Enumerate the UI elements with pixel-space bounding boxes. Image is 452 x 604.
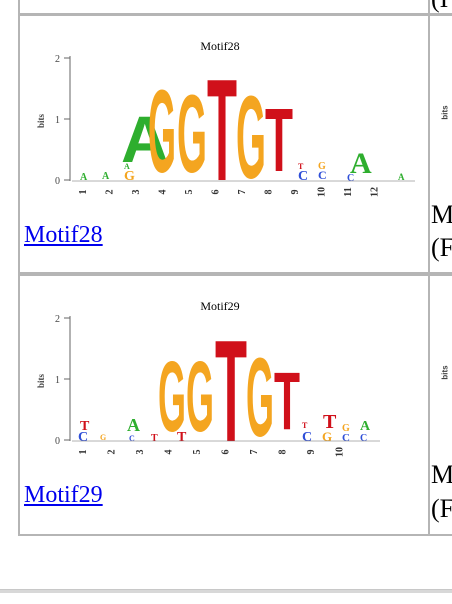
svg-text:C: C [298, 169, 308, 184]
table-cell-motif29: Motif29 2 1 0 bits C T G C A T G T G T G… [18, 274, 430, 536]
svg-text:C: C [129, 434, 135, 443]
logo-letter-T: T [207, 49, 237, 211]
logo-letter-G: G [186, 341, 214, 453]
sequence-logo-motif29: Motif29 2 1 0 bits C T G C A T G T G T G… [20, 276, 428, 476]
svg-text:C: C [302, 430, 312, 445]
table-cell-top-left [18, 0, 430, 15]
y-tick-label: 0 [55, 176, 60, 187]
right-bits-label: bits [441, 105, 450, 119]
svg-text:G: G [100, 433, 106, 442]
x-tick-label: 3 [135, 450, 146, 455]
svg-text:A: A [80, 172, 88, 183]
x-tick-label: 6 [211, 190, 222, 195]
svg-text:A: A [360, 419, 371, 434]
logo-letter-stack: C T C G A C A [298, 147, 405, 184]
right-text-line2: (F [431, 494, 452, 524]
x-tick-label: 12 [370, 187, 381, 197]
x-tick-label: 10 [335, 447, 346, 457]
svg-text:C: C [360, 433, 367, 444]
svg-text:T: T [323, 411, 337, 433]
svg-text:A: A [102, 171, 110, 182]
svg-text:G: G [318, 161, 326, 172]
x-tick-label: 8 [278, 450, 289, 455]
x-tick-label: 11 [343, 187, 354, 196]
svg-text:C: C [347, 173, 354, 184]
svg-text:T: T [151, 433, 158, 444]
logo-letter-stack: C T G C A T [78, 415, 158, 445]
x-tick-label: 7 [237, 190, 248, 195]
top-right-text: (I [431, 0, 448, 14]
x-tick-label: 9 [306, 450, 317, 455]
x-tick-label: 8 [264, 190, 275, 195]
motif29-link[interactable]: Motif29 [24, 482, 103, 509]
svg-text:A: A [127, 415, 140, 435]
x-tick-label: 1 [78, 190, 89, 195]
x-tick-label: 3 [131, 190, 142, 195]
x-tick-label: 2 [107, 450, 118, 455]
svg-text:T: T [298, 162, 304, 171]
logo-letter-T: T [274, 356, 300, 447]
axis-label-bits: bits [36, 374, 46, 389]
motif28-link[interactable]: Motif28 [24, 222, 103, 249]
y-tick-label: 2 [55, 314, 60, 325]
y-tick-label: 1 [55, 375, 60, 386]
bottom-divider [0, 589, 452, 593]
right-text-line1: M [431, 200, 452, 230]
x-tick-label: 4 [164, 450, 175, 455]
logo-letter-G: G [177, 73, 207, 196]
x-tick-label: 4 [158, 190, 169, 195]
logo-letter-G: G [236, 72, 266, 204]
x-tick-label: 9 [290, 190, 301, 195]
x-tick-label: 10 [317, 187, 328, 197]
x-tick-label: 2 [105, 190, 116, 195]
svg-text:T: T [302, 421, 308, 430]
x-tick-label: 7 [249, 450, 260, 455]
y-tick-label: 0 [55, 436, 60, 447]
right-text-line1: M [431, 460, 452, 490]
logo-letter-stack: C T G T C G C A [302, 411, 371, 445]
logo-letter-T: T [265, 91, 293, 191]
x-tick-label: 5 [192, 450, 203, 455]
axis-label-bits: bits [36, 114, 46, 129]
right-text-line2: (F [431, 233, 452, 263]
right-bits-label: bits [441, 365, 450, 379]
logo-letter-G: G [148, 66, 176, 198]
table-cell-motif28: Motif28 2 1 0 bits A A G A A G G T G T C… [18, 14, 430, 274]
x-tick-label: 5 [184, 190, 195, 195]
y-tick-label: 1 [55, 115, 60, 126]
svg-text:T: T [80, 419, 90, 434]
sequence-logo-motif28: Motif28 2 1 0 bits A A G A A G G T G T C… [20, 16, 428, 216]
svg-text:G: G [342, 423, 350, 434]
x-tick-label: 1 [78, 450, 89, 455]
logo-letter-T: T [215, 310, 247, 472]
y-tick-label: 2 [55, 54, 60, 65]
x-tick-label: 6 [221, 450, 232, 455]
svg-text:A: A [398, 172, 405, 182]
